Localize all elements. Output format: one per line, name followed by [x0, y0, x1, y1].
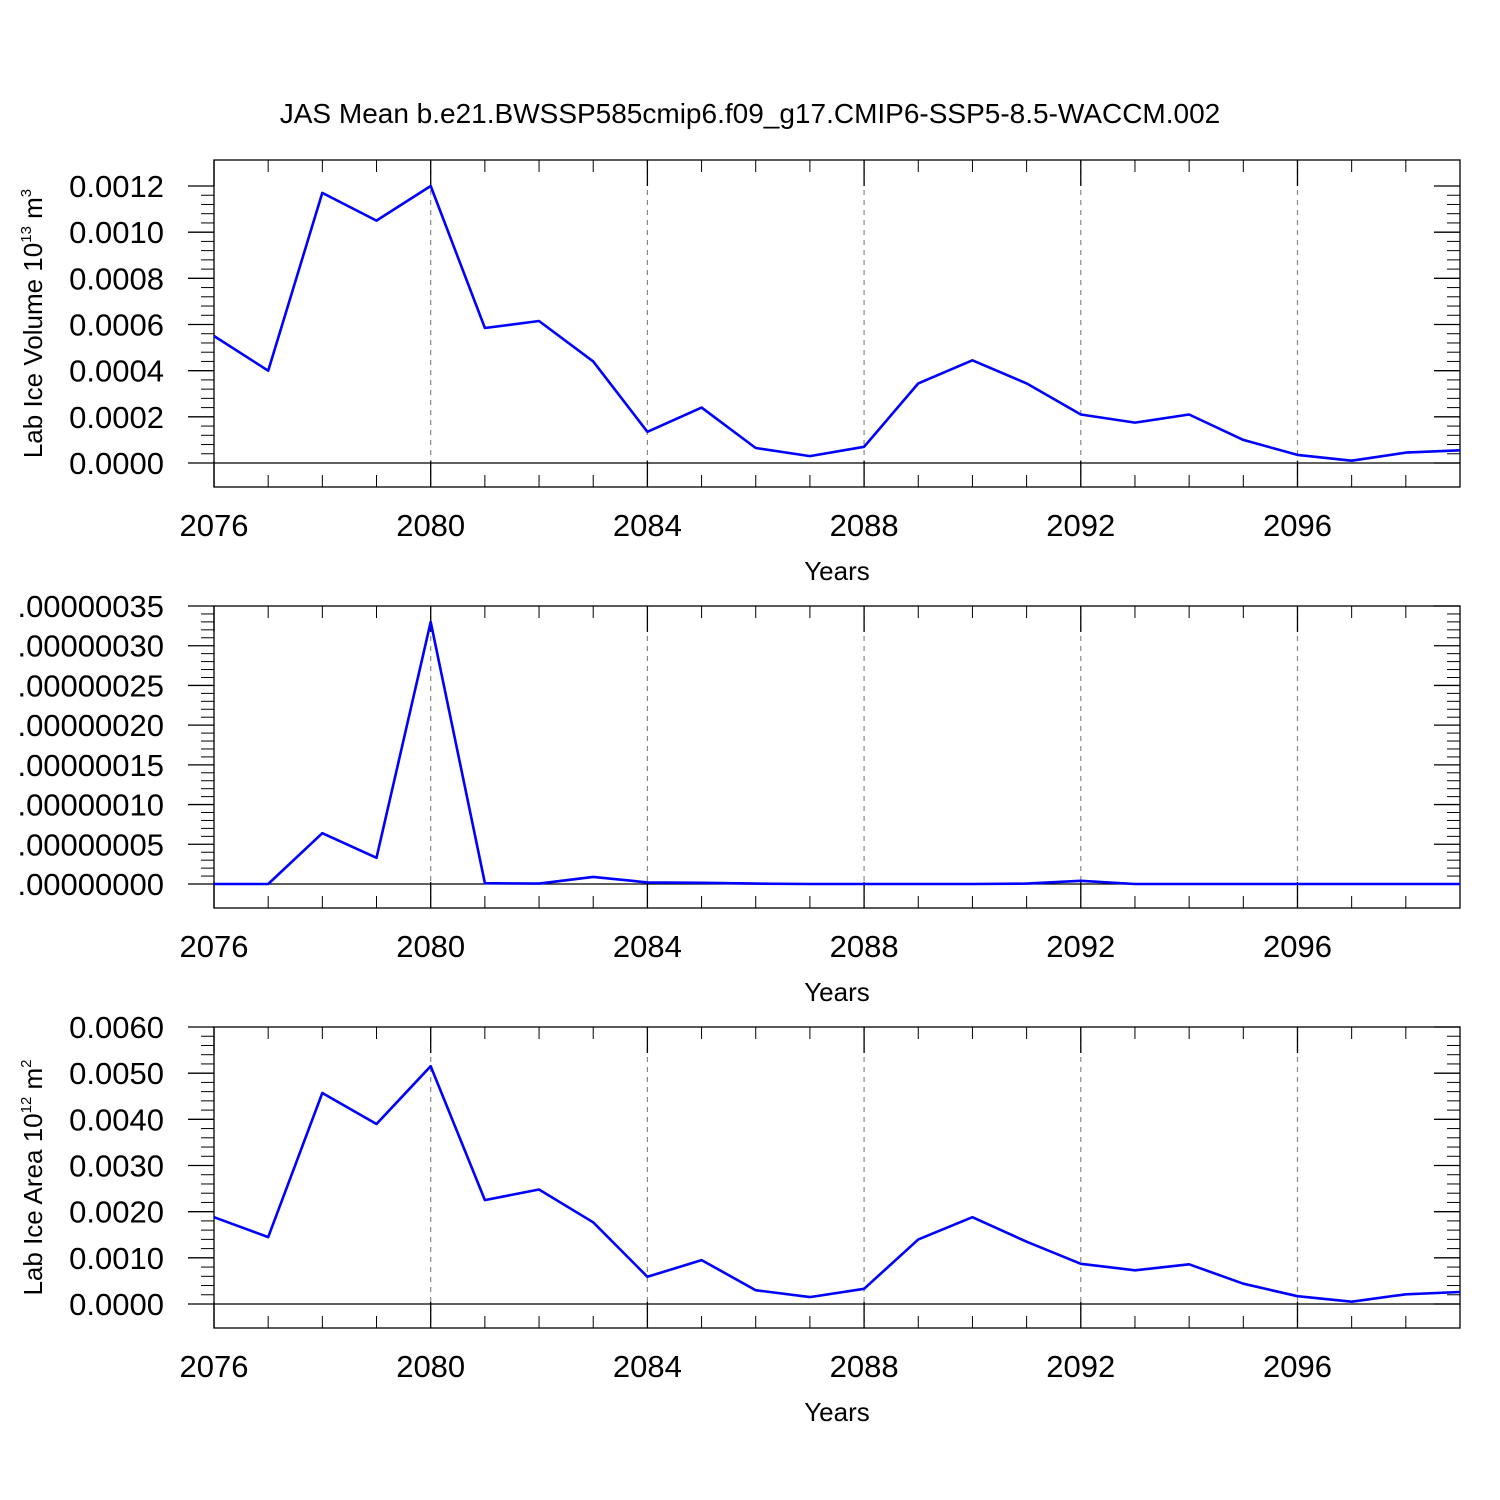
x-tick-label: 2084 — [613, 929, 682, 964]
y-tick-label: 0.0000 — [69, 446, 164, 481]
series-line — [214, 620, 1460, 886]
y-tick-label: 0.0050 — [69, 1056, 164, 1091]
x-tick-label: 2092 — [1046, 508, 1115, 543]
x-tick-label: 2076 — [180, 929, 249, 964]
x-tick-label: 2088 — [830, 1349, 899, 1384]
y-tick-label: .00000020 — [17, 708, 164, 743]
y-tick-label: .00000015 — [17, 748, 164, 783]
panel-2: .00000000 .00000005 .00000010 .00000015 .000… — [17, 589, 1461, 1007]
y-tick-label: .00000005 — [17, 827, 164, 862]
y-tick-label: 0.0060 — [69, 1010, 164, 1045]
x-axis-title: Years — [804, 1397, 870, 1427]
x-tick-label: 2092 — [1046, 929, 1115, 964]
x-tick-label: 2096 — [1263, 1349, 1332, 1384]
x-tick-label: 2088 — [830, 929, 899, 964]
plot-frame — [213, 159, 1461, 488]
panel-3: 0.0000 0.0010 0.0020 0.0030 0.0040 0.0050 0.00… — [18, 1010, 1461, 1427]
panel-1: 0.0000 0.0002 0.0004 0.0006 0.0008 0.0010 0.00… — [18, 159, 1461, 586]
y-axis-title: Lab Ice Volume 1013 m3 — [18, 189, 48, 458]
figure-title: JAS Mean b.e21.BWSSP585cmip6.f09_g17.CMI… — [280, 98, 1221, 129]
y-tick-label: 0.0002 — [69, 400, 164, 435]
y-tick-label: 0.0010 — [69, 215, 164, 250]
x-axis-title: Years — [804, 556, 870, 586]
x-tick-label: 2076 — [180, 508, 249, 543]
x-axis-title: Years — [804, 977, 870, 1007]
series-line — [213, 1064, 1461, 1303]
y-tick-label: 0.0030 — [69, 1149, 164, 1184]
y-tick-label: 0.0040 — [69, 1102, 164, 1137]
y-tick-label: 0.0020 — [69, 1195, 164, 1230]
y-tick-label: .00000010 — [17, 788, 164, 823]
x-tick-label: 2096 — [1263, 929, 1332, 964]
x-tick-label: 2084 — [613, 1349, 682, 1384]
y-tick-label: 0.0010 — [69, 1241, 164, 1276]
plot-frame — [213, 1026, 1461, 1329]
x-tick-label: 2092 — [1046, 1349, 1115, 1384]
x-tick-label: 2076 — [180, 1349, 249, 1384]
y-tick-label: 0.0008 — [69, 261, 164, 296]
series-line — [213, 184, 1461, 463]
x-tick-label: 2088 — [830, 508, 899, 543]
y-tick-label: 0.0012 — [69, 169, 164, 204]
x-tick-label: 2080 — [396, 508, 465, 543]
y-tick-label: .00000025 — [17, 668, 164, 703]
y-axis-title: Lab Ice Area 1012 m2 — [18, 1059, 48, 1295]
x-tick-label: 2096 — [1263, 508, 1332, 543]
y-tick-label: 0.0000 — [69, 1287, 164, 1322]
y-tick-label: .00000030 — [17, 629, 164, 664]
x-tick-label: 2084 — [613, 508, 682, 543]
y-tick-label: .00000035 — [17, 589, 164, 624]
y-tick-label: 0.0004 — [69, 354, 164, 389]
x-tick-label: 2080 — [396, 1349, 465, 1384]
y-tick-label: .00000000 — [17, 867, 164, 902]
y-tick-label: 0.0006 — [69, 308, 164, 343]
x-tick-label: 2080 — [396, 929, 465, 964]
